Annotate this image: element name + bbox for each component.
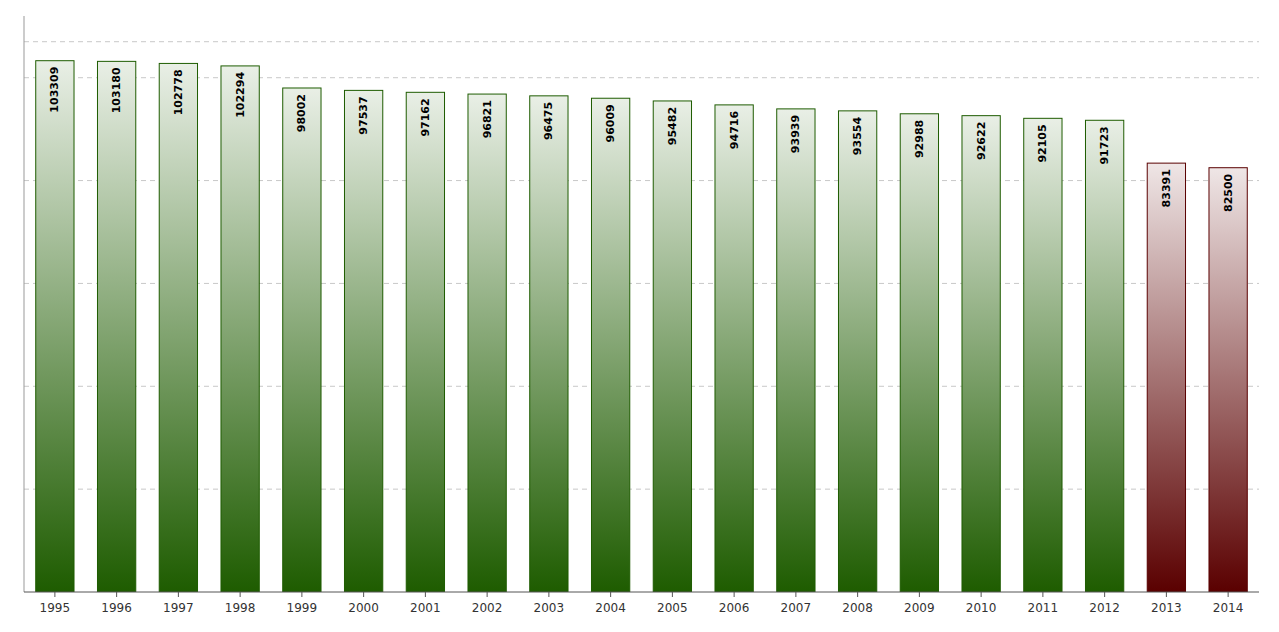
data-label: 103180 xyxy=(110,67,123,113)
data-label: 97537 xyxy=(357,96,370,134)
grid-line xyxy=(24,283,1259,284)
bar xyxy=(221,66,259,592)
x-tick-label: 2007 xyxy=(781,601,812,615)
x-tick-label: 2002 xyxy=(472,601,503,615)
bar xyxy=(962,116,1000,592)
bars xyxy=(36,61,1248,592)
data-label: 83391 xyxy=(1160,169,1173,207)
x-tick xyxy=(610,592,611,597)
data-label: 98002 xyxy=(295,94,308,132)
y-axis-line xyxy=(24,16,25,592)
x-tick-label: 2014 xyxy=(1213,601,1244,615)
x-tick xyxy=(1228,592,1229,597)
data-label: 97162 xyxy=(419,98,432,136)
x-tick-label: 2013 xyxy=(1151,601,1182,615)
x-tick xyxy=(178,592,179,597)
data-label: 94716 xyxy=(728,111,741,150)
grid-line xyxy=(24,41,1259,42)
bar xyxy=(530,96,568,592)
x-tick xyxy=(919,592,920,597)
chart-container: 103309 103180 102778 102294 98002 97537 97162 9… xyxy=(0,0,1279,632)
data-label: 91723 xyxy=(1098,126,1111,164)
data-label: 96009 xyxy=(604,104,617,142)
x-tick-label: 2009 xyxy=(904,601,935,615)
x-tick-label: 2003 xyxy=(534,601,565,615)
bar xyxy=(1024,118,1062,592)
x-tick-label: 1996 xyxy=(101,601,132,615)
x-tick xyxy=(1104,592,1105,597)
x-tick-label: 2010 xyxy=(966,601,997,615)
data-label: 102294 xyxy=(234,72,247,118)
grid xyxy=(24,42,1259,489)
x-tick xyxy=(548,592,549,597)
data-label: 93939 xyxy=(789,115,802,153)
x-tick-label: 2004 xyxy=(595,601,626,615)
data-label: 96821 xyxy=(481,100,494,138)
data-label: 103309 xyxy=(48,67,61,113)
bar xyxy=(715,105,753,592)
bar xyxy=(900,114,938,592)
x-tick xyxy=(363,592,364,597)
bar xyxy=(406,92,444,592)
bar xyxy=(838,111,876,592)
x-axis-line xyxy=(24,592,1259,593)
x-tick xyxy=(1166,592,1167,597)
x-tick xyxy=(1042,592,1043,597)
x-tick-label: 2006 xyxy=(719,601,750,615)
bar xyxy=(283,88,321,592)
data-label: 93554 xyxy=(851,117,864,156)
x-tick-label: 1998 xyxy=(225,601,256,615)
data-label: 102778 xyxy=(172,69,185,115)
x-tick xyxy=(795,592,796,597)
x-tick-label: 2005 xyxy=(657,601,688,615)
x-axis: 1995 1996 1997 1998 1999 2000 2001 2002 2003 2004… xyxy=(24,592,1259,615)
x-tick xyxy=(487,592,488,597)
x-tick-label: 1995 xyxy=(40,601,71,615)
data-label: 96475 xyxy=(542,102,555,140)
x-tick xyxy=(116,592,117,597)
bar xyxy=(97,61,135,592)
bar xyxy=(468,94,506,592)
bar xyxy=(1085,120,1123,592)
x-tick-label: 1997 xyxy=(163,601,194,615)
x-tick xyxy=(672,592,673,597)
data-label: 95482 xyxy=(666,107,679,145)
x-tick xyxy=(857,592,858,597)
x-tick-label: 2008 xyxy=(842,601,873,615)
x-tick-label: 2012 xyxy=(1089,601,1120,615)
x-tick xyxy=(54,592,55,597)
bar xyxy=(653,101,691,592)
grid-line xyxy=(24,386,1259,387)
chart-svg: 103309 103180 102778 102294 98002 97537 97162 9… xyxy=(0,0,1279,632)
x-tick-label: 2001 xyxy=(410,601,441,615)
bar xyxy=(36,61,74,592)
data-labels: 103309 103180 102778 102294 98002 97537 97162 9… xyxy=(48,67,1234,212)
grid-line xyxy=(24,77,1259,78)
data-label: 92988 xyxy=(913,120,926,158)
x-tick xyxy=(734,592,735,597)
bar xyxy=(777,109,815,592)
x-tick-label: 1999 xyxy=(287,601,318,615)
x-tick xyxy=(425,592,426,597)
x-tick-label: 2000 xyxy=(348,601,379,615)
bar xyxy=(159,63,197,592)
bar xyxy=(1147,163,1185,592)
bar xyxy=(344,90,382,592)
x-tick xyxy=(981,592,982,597)
bar xyxy=(1209,168,1247,592)
grid-line xyxy=(24,180,1259,181)
data-label: 82500 xyxy=(1222,173,1235,212)
data-label: 92105 xyxy=(1036,124,1049,162)
bar xyxy=(591,98,629,592)
data-label: 92622 xyxy=(975,122,988,160)
x-tick-label: 2011 xyxy=(1028,601,1059,615)
x-tick xyxy=(301,592,302,597)
grid-line xyxy=(24,489,1259,490)
x-tick xyxy=(240,592,241,597)
